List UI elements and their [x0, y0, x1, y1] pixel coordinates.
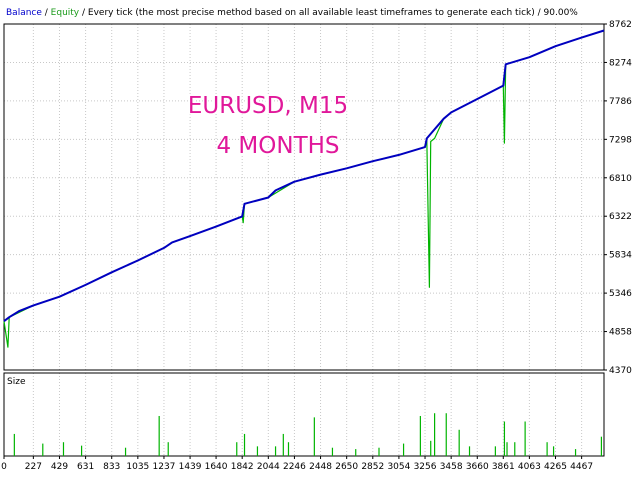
overlay-title: EURUSD, M15	[188, 93, 348, 119]
x-tick-label: 1439	[179, 462, 202, 472]
balance-legend: Balance	[6, 8, 42, 18]
y-tick-label: 5346	[609, 289, 632, 299]
main-series	[3, 29, 605, 348]
model-description: Every tick (the most precise method base…	[87, 8, 535, 18]
x-tick-label: 4467	[570, 462, 593, 472]
x-tick-label: 1035	[126, 462, 149, 472]
model-quality: 90.00%	[543, 8, 578, 18]
y-tick-label: 5834	[609, 251, 632, 261]
x-tick-label: 429	[51, 462, 68, 472]
equity-line	[3, 29, 605, 348]
chart-header: Balance / Equity / Every tick (the most …	[6, 8, 578, 18]
x-tick-label: 2852	[361, 462, 384, 472]
y-tick-label: 7786	[609, 97, 632, 107]
x-tick-label: 0	[1, 462, 7, 472]
x-tick-label: 2044	[257, 462, 280, 472]
size-panel: Size	[7, 377, 603, 456]
x-tick-label: 3660	[466, 462, 489, 472]
equity-legend: Equity	[50, 8, 80, 18]
main-plot-frame	[3, 23, 605, 457]
separator: /	[79, 8, 88, 18]
main-grid	[3, 23, 604, 456]
x-tick-label: 3054	[387, 462, 410, 472]
x-tick-label: 227	[25, 462, 42, 472]
y-axis: 4370 4858 5346 5834 6322 6810 7298 7786 8274 8762	[604, 20, 632, 376]
size-plot-border	[3, 372, 605, 457]
x-tick-label: 2650	[335, 462, 358, 472]
size-panel-label: Size	[7, 377, 26, 387]
x-axis: 0 227 429 631 833 1035 1237 1439 1640 1842 2044 224…	[1, 456, 593, 472]
y-tick-label: 7298	[609, 135, 632, 145]
x-tick-label: 3256	[414, 462, 437, 472]
x-tick-label: 4265	[544, 462, 567, 472]
balance-line	[3, 29, 605, 322]
y-tick-label: 4370	[609, 366, 632, 376]
separator: /	[534, 8, 544, 18]
x-tick-label: 2246	[283, 462, 306, 472]
x-tick-label: 631	[77, 462, 94, 472]
x-tick-label: 833	[103, 462, 120, 472]
x-tick-label: 1237	[153, 462, 176, 472]
separator: /	[41, 8, 51, 18]
y-tick-label: 4858	[609, 328, 632, 338]
y-tick-label: 6322	[609, 212, 632, 222]
y-tick-label: 8762	[609, 20, 632, 30]
x-tick-label: 1842	[231, 462, 254, 472]
overlay-subtitle: 4 MONTHS	[216, 133, 339, 159]
x-tick-label: 3458	[440, 462, 463, 472]
x-tick-label: 3861	[492, 462, 515, 472]
y-tick-label: 6810	[609, 174, 632, 184]
y-tick-label: 8274	[609, 58, 632, 68]
x-tick-label: 1640	[205, 462, 228, 472]
main-plot-border	[3, 23, 605, 371]
x-tick-label: 2448	[309, 462, 332, 472]
x-tick-label: 4063	[518, 462, 541, 472]
